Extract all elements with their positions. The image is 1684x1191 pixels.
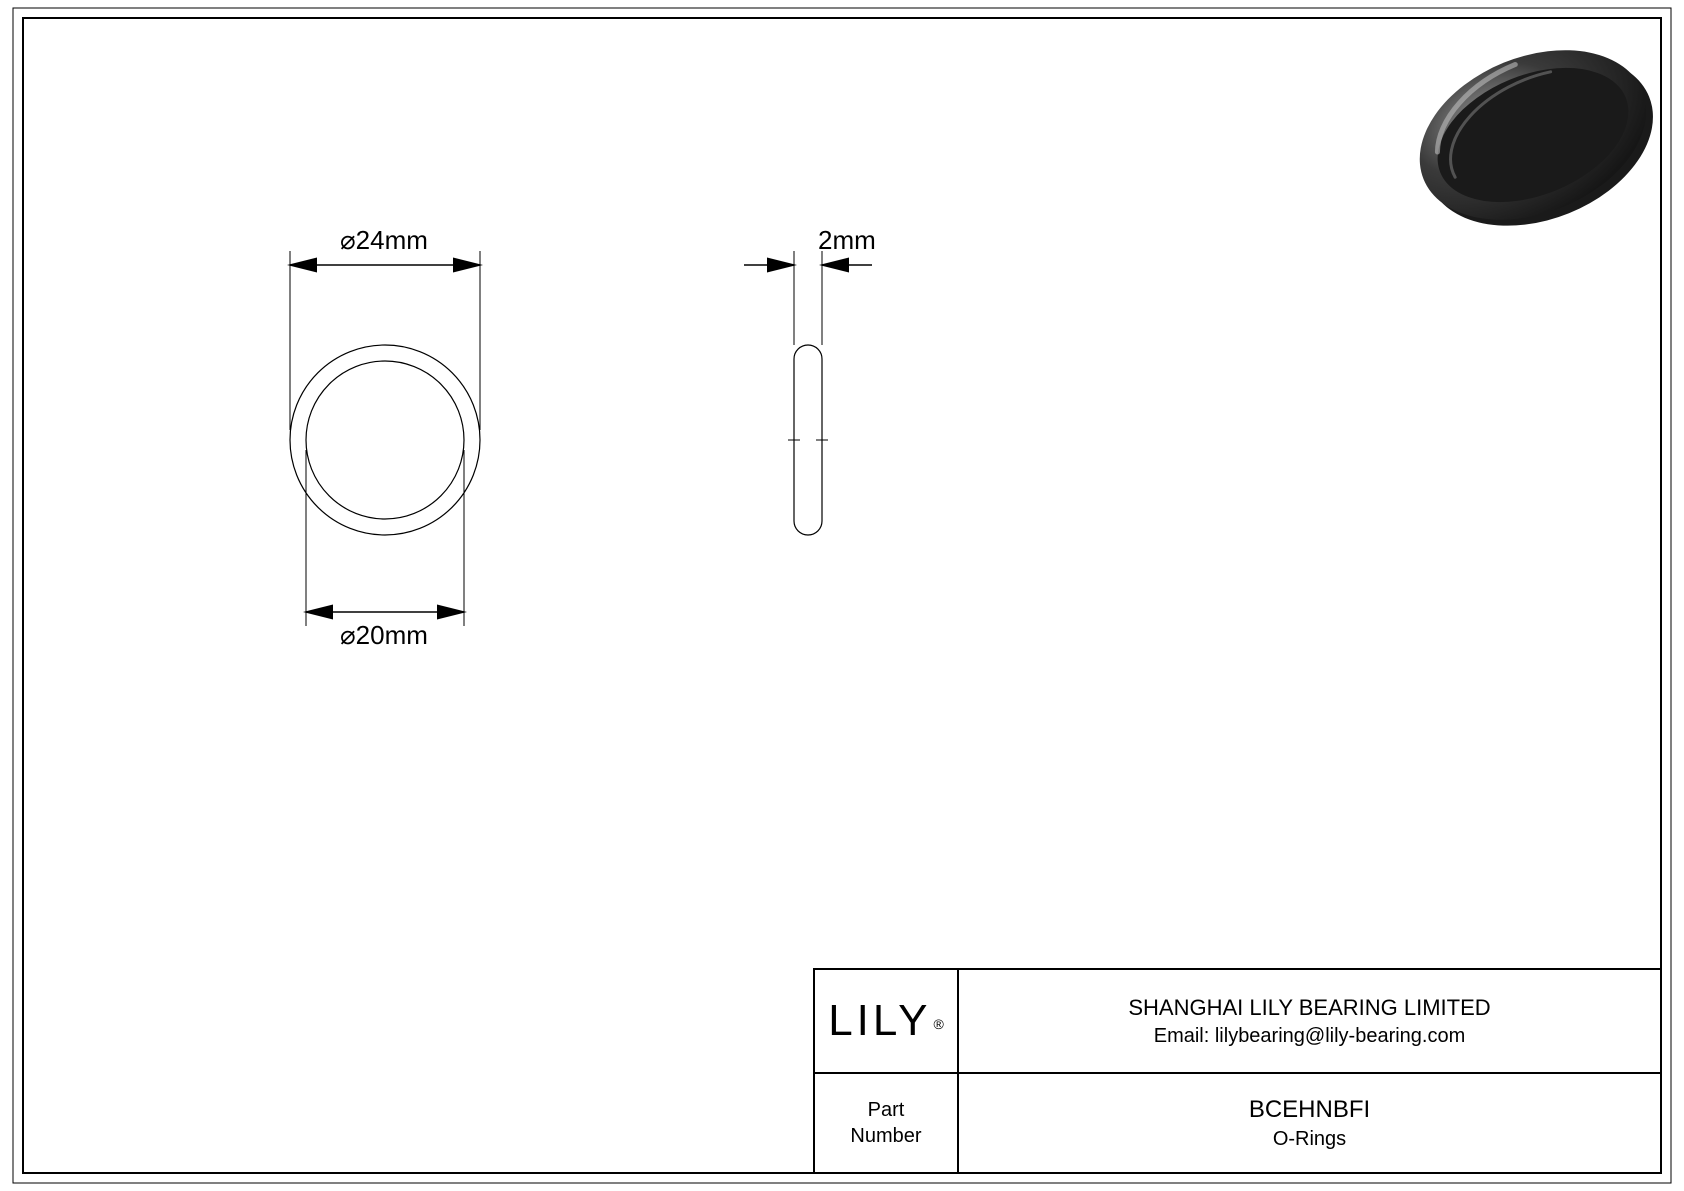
logo-text: LILY <box>828 996 931 1045</box>
side-view <box>744 251 872 535</box>
perspective-oring <box>1394 17 1678 259</box>
inner-diameter-value: 20mm <box>356 620 428 650</box>
diameter-symbol: ⌀ <box>340 620 356 650</box>
part-number-value-cell: BCEHNBFI O-Rings <box>958 1073 1661 1173</box>
part-number-label-line1: Part <box>868 1097 905 1123</box>
logo: LILY® <box>828 996 944 1046</box>
inner-diameter-label: ⌀20mm <box>340 620 428 651</box>
front-view <box>290 251 480 626</box>
part-number-label-cell: Part Number <box>814 1073 958 1173</box>
outer-diameter-label: ⌀24mm <box>340 225 428 256</box>
company-name: SHANGHAI LILY BEARING LIMITED <box>1128 995 1490 1021</box>
product-type: O-Rings <box>1273 1128 1346 1151</box>
part-number-value: BCEHNBFI <box>1249 1096 1370 1124</box>
outer-diameter-value: 24mm <box>356 225 428 255</box>
company-email: Email: lilybearing@lily-bearing.com <box>1154 1025 1466 1048</box>
company-cell: SHANGHAI LILY BEARING LIMITED Email: lil… <box>958 969 1661 1073</box>
diameter-symbol: ⌀ <box>340 225 356 255</box>
logo-cell: LILY® <box>814 969 958 1073</box>
part-number-label-line2: Number <box>850 1123 921 1149</box>
title-block: LILY® SHANGHAI LILY BEARING LIMITED Emai… <box>814 969 1661 1173</box>
thickness-label: 2mm <box>818 225 876 256</box>
registered-mark: ® <box>933 1016 943 1032</box>
